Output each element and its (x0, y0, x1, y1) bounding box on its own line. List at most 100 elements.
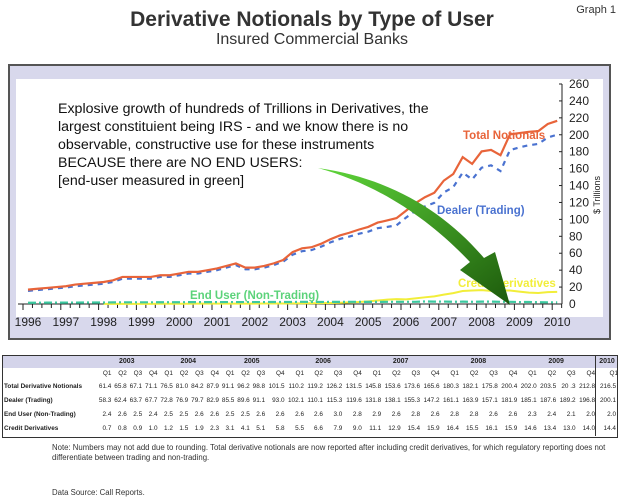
quarter-header: Q2 (314, 370, 323, 377)
table-cell: 2.0 (586, 411, 596, 418)
quarter-header: Q4 (508, 370, 518, 377)
series-label: Credit Derivatives (458, 278, 556, 290)
year-header: 2004 (157, 355, 219, 368)
year-header: 2007 (361, 355, 440, 368)
table-cell: 185.1 (520, 397, 537, 404)
table-cell: 13.4 (543, 425, 557, 432)
table-cell: 15.9 (427, 425, 440, 432)
table-cell: 2.6 (194, 411, 204, 418)
quarter-header: Q1 (295, 370, 304, 377)
table-cell: 85.5 (221, 397, 235, 404)
footnote: Note: Numbers may not add due to roundin… (52, 443, 606, 462)
table-cell: 153.6 (384, 383, 401, 390)
quarter-header: Q2 (241, 370, 250, 377)
table-cell: 196.8 (579, 397, 596, 404)
quarter-header: Q3 (333, 370, 343, 377)
series-line-credit-derivatives (103, 289, 558, 305)
quarter-header: Q1 (528, 370, 537, 377)
table-cell: 2.8 (450, 411, 459, 418)
table-cell: 2.8 (469, 411, 479, 418)
table-cell: 14.0 (582, 425, 596, 432)
row-label: Credit Derivatives (4, 425, 59, 432)
quarter-header: Q4 (430, 370, 440, 377)
table-cell: 2.6 (275, 411, 285, 418)
table-cell: 101.5 (268, 383, 285, 390)
table-cell: 3.0 (333, 411, 343, 418)
table-cell: 89.6 (237, 397, 250, 404)
data-table: 2003 2004 2005 2006 2007 2008 2009 2010 Q1 Q2 Q3 Q4… (2, 355, 618, 436)
table-cell: 82.9 (206, 397, 219, 404)
quarter-header: Q3 (489, 370, 498, 377)
table-cell: 2.5 (179, 411, 189, 418)
chart-title: Derivative Notionals by Type of User (130, 8, 494, 31)
table-cell: 16.1 (485, 425, 498, 432)
table-cell: 5.8 (275, 425, 285, 432)
table-cell: 62.4 (114, 397, 127, 404)
quarter-header: Q3 (567, 370, 576, 377)
data-source: Data Source: Call Reports. (52, 488, 145, 497)
table-cell: 187.6 (540, 397, 557, 404)
table-cell: 16.4 (446, 425, 459, 432)
table-cell: 182.1 (462, 383, 479, 390)
x-tick-label: 1998 (90, 315, 117, 329)
year-header: 2005 (219, 355, 285, 368)
table-cell: 11.1 (369, 425, 382, 432)
table-cell: 2.1 (566, 411, 576, 418)
table-cell: 119.2 (307, 383, 323, 390)
table-cell: 3.1 (225, 425, 235, 432)
annotation-text: Explosive growth of hundreds of Trillion… (58, 101, 429, 189)
table-cell: 147.2 (423, 397, 440, 404)
table-cell: 200.4 (501, 383, 518, 390)
plot-background (16, 79, 603, 317)
table-cell: 71.1 (145, 383, 158, 390)
x-tick-label: 2010 (544, 315, 571, 329)
row-label: Total Derivative Notionals (4, 383, 83, 390)
table-cell: 2.6 (314, 411, 323, 418)
table-cell: 145.8 (365, 383, 382, 390)
y-tick-label: 180 (569, 145, 589, 159)
table-cell: 163.9 (462, 397, 479, 404)
table-cell: 15.9 (504, 425, 518, 432)
quarter-header: Q1 (372, 370, 382, 377)
table-cell: 2.3 (210, 425, 219, 432)
table-cell: 2.3 (527, 411, 537, 418)
table-cell: 200.1 (595, 394, 618, 408)
quarter-header: Q1 (102, 370, 112, 377)
table-cell: 155.3 (404, 397, 421, 404)
x-tick-label: 2009 (506, 315, 533, 329)
x-tick-label: 2001 (204, 315, 231, 329)
quarter-header: Q2 (547, 370, 557, 377)
table-cell: 67.1 (129, 383, 143, 390)
table-cell: 2.4 (102, 411, 112, 418)
table-cell: 0.9 (133, 425, 143, 432)
year-header: 2008 (439, 355, 518, 368)
year-header: 2006 (284, 355, 362, 368)
table-cell: 110.2 (288, 383, 304, 390)
table-cell: 110.1 (307, 397, 323, 404)
x-tick-label: 2003 (279, 315, 306, 329)
table-cell: 4.1 (240, 425, 250, 432)
quarter-header: Q4 (210, 370, 219, 377)
table-cell: 15.5 (465, 425, 479, 432)
x-tick-label: 2007 (430, 315, 457, 329)
graph-number: Graph 1 (576, 4, 616, 16)
table-cell: 2.4 (148, 411, 158, 418)
header-blank (2, 355, 96, 368)
table-cell: 98.8 (252, 383, 266, 390)
quarter-header: Q3 (256, 370, 266, 377)
table-cell: 2.0 (595, 408, 618, 422)
table-cell: 138.1 (384, 397, 401, 404)
table-cell: 157.1 (481, 397, 498, 404)
table-cell: 119.6 (346, 397, 362, 404)
table-cell: 9.0 (352, 425, 362, 432)
table-cell: 1.2 (163, 425, 173, 432)
table-cell: 202.0 (520, 383, 537, 390)
table-cell: 161.1 (442, 397, 459, 404)
table-cell: 2.6 (256, 411, 266, 418)
y-tick-label: 20 (569, 280, 583, 294)
quarter-header: Q4 (586, 370, 596, 377)
table-cell: 2.6 (117, 411, 127, 418)
table-row: Total Derivative Notionals 61.4 65.8 67.1 71… (2, 380, 618, 394)
table-cell: 181.9 (501, 397, 518, 404)
x-tick-label: 2004 (317, 315, 344, 329)
